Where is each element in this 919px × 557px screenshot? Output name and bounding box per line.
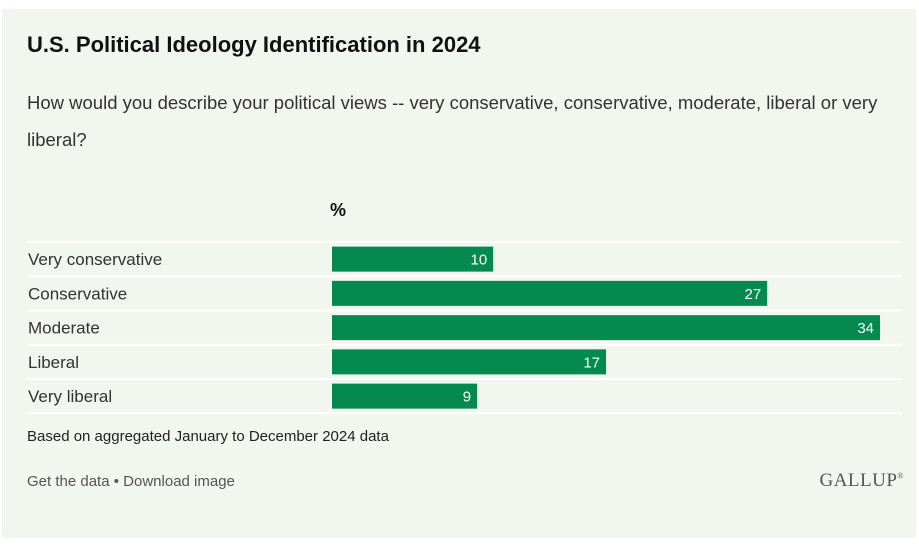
bar: [332, 246, 494, 272]
category-label: Liberal: [28, 353, 79, 372]
footnote: Based on aggregated January to December …: [27, 428, 389, 445]
data-label: 10: [470, 252, 487, 269]
bar: [332, 280, 768, 306]
gallup-logo: GALLUP®: [819, 470, 904, 492]
category-label: Very liberal: [28, 387, 112, 406]
logo-registered-mark: ®: [897, 471, 904, 481]
get-data-link[interactable]: Get the data: [27, 473, 110, 490]
data-label: 17: [583, 354, 600, 371]
footer-separator: •: [113, 473, 119, 490]
data-label: 34: [857, 320, 874, 337]
bar: [332, 349, 606, 375]
category-label: Conservative: [28, 284, 127, 303]
bar: [332, 383, 478, 409]
logo-text: GALLUP: [819, 470, 898, 491]
category-label: Moderate: [28, 319, 100, 338]
chart-subtitle: How would you describe your political vi…: [27, 92, 878, 150]
download-image-link[interactable]: Download image: [123, 473, 235, 490]
unit-label: %: [330, 200, 347, 220]
bar: [332, 315, 880, 341]
footer-links: Get the data • Download image: [27, 473, 235, 490]
chart-title: U.S. Political Ideology Identification i…: [27, 32, 481, 57]
data-label: 27: [744, 286, 761, 303]
category-label: Very conservative: [28, 250, 162, 269]
chart-card: [2, 9, 916, 538]
data-label: 9: [463, 389, 471, 406]
